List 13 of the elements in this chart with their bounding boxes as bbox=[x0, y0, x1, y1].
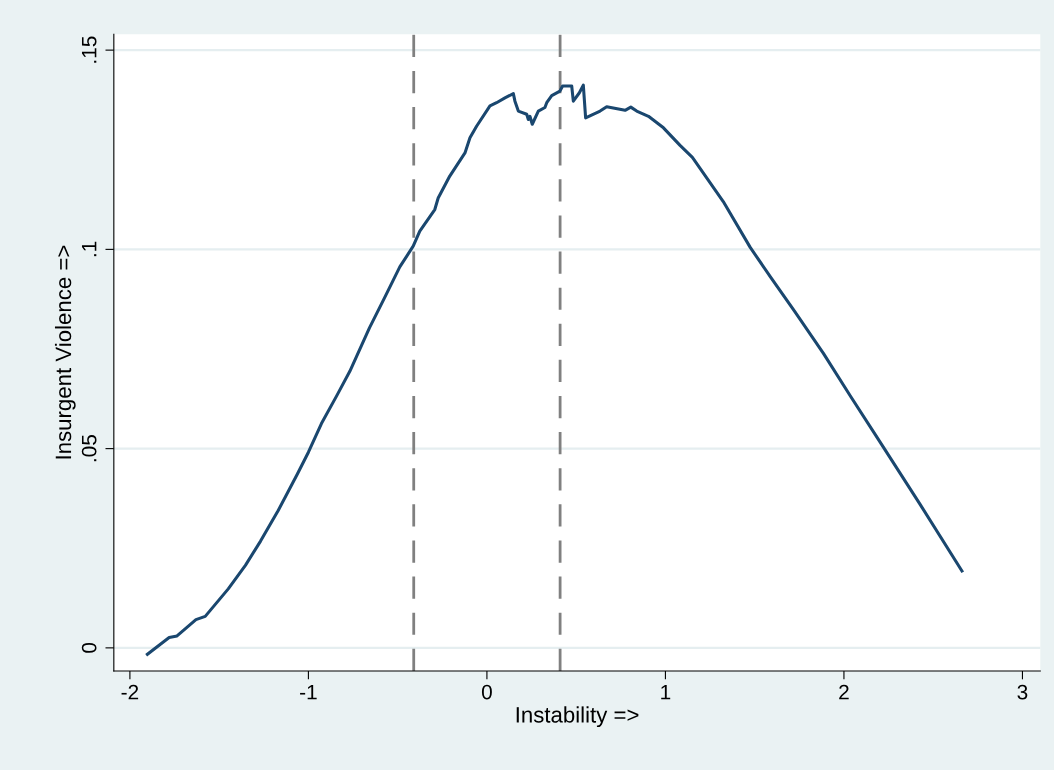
y-tick-label: .05 bbox=[81, 435, 97, 462]
y-tick-label: 0 bbox=[81, 642, 97, 653]
x-tick-label: -1 bbox=[300, 684, 317, 700]
x-tick-label: 0 bbox=[481, 684, 492, 700]
y-tick-label: .15 bbox=[81, 36, 97, 63]
y-tick-label: .1 bbox=[81, 241, 97, 257]
line-series bbox=[145, 83, 964, 656]
x-tick-label: -2 bbox=[121, 684, 139, 700]
x-tick-label: 3 bbox=[1017, 684, 1028, 700]
x-tick-label: 2 bbox=[839, 684, 849, 700]
x-axis-title: Instability => bbox=[516, 706, 639, 728]
y-axis-title: Insurgent Violence => bbox=[54, 245, 76, 459]
x-tick-label: 1 bbox=[661, 684, 671, 700]
